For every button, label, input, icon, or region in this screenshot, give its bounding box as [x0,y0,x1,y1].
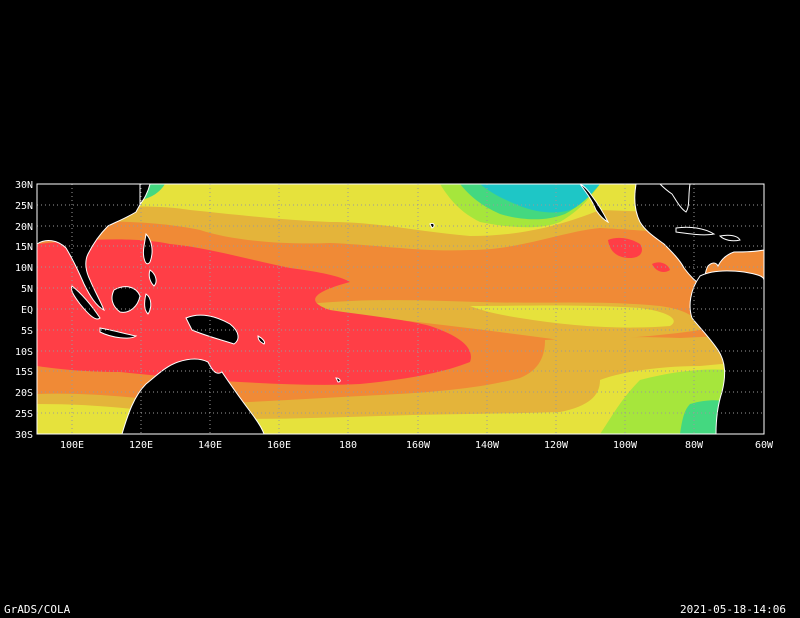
map-frame [36,183,765,435]
lat-label: 30S [15,430,33,441]
lon-labels: 100E 120E 140E 160E 180 160W 140W 120W 1… [60,440,774,451]
lon-label: 120W [544,440,569,451]
land-cuba [675,226,716,236]
lon-label: 100E [60,440,84,451]
sst-band-mild-south [37,360,764,434]
lat-labels: 30N 25N 20N 15N 10N 5N EQ 5S 10S 15S 20S… [15,180,33,441]
lat-label: EQ [21,305,33,316]
land [36,183,765,435]
lon-label: 60W [755,440,774,451]
lon-label: 180 [339,440,357,451]
lat-label: 25N [15,201,33,212]
lat-label: 25S [15,409,33,420]
lon-label: 140E [198,440,222,451]
lon-label: 120E [129,440,153,451]
lon-label: 160E [267,440,291,451]
lon-label: 80W [685,440,704,451]
sst-band-mild-equatorial [470,305,674,328]
lat-label: 5S [21,326,33,337]
land-fiji [335,377,341,383]
lat-label: 5N [21,284,33,295]
land-solomon [257,335,265,345]
lon-label: 140W [475,440,500,451]
grid [37,184,764,434]
sst-band-hottest-east [608,237,642,258]
lon-label: 100W [613,440,638,451]
land-asia [36,183,151,312]
land-new-guinea [185,314,239,345]
footer-credit: GrADS/COLA [4,603,71,616]
lat-label: 30N [15,180,33,191]
lat-label: 15N [15,242,33,253]
lat-label: 10S [15,347,33,358]
land-hispaniola [718,234,741,242]
land-java [99,327,138,339]
lon-label: 160W [406,440,431,451]
land-sumatra [71,285,101,320]
sst-band-hottest-warm-pool [37,239,471,385]
lat-label: 10N [15,263,33,274]
footer-timestamp: 2021-05-18-14:06 [680,603,786,616]
land-florida [658,183,691,213]
land-australia [121,358,265,435]
lat-label: 20N [15,222,33,233]
land-hawaii [429,223,435,229]
lat-label: 20S [15,388,33,399]
lat-label: 15S [15,367,33,378]
land-philippines [143,232,157,287]
